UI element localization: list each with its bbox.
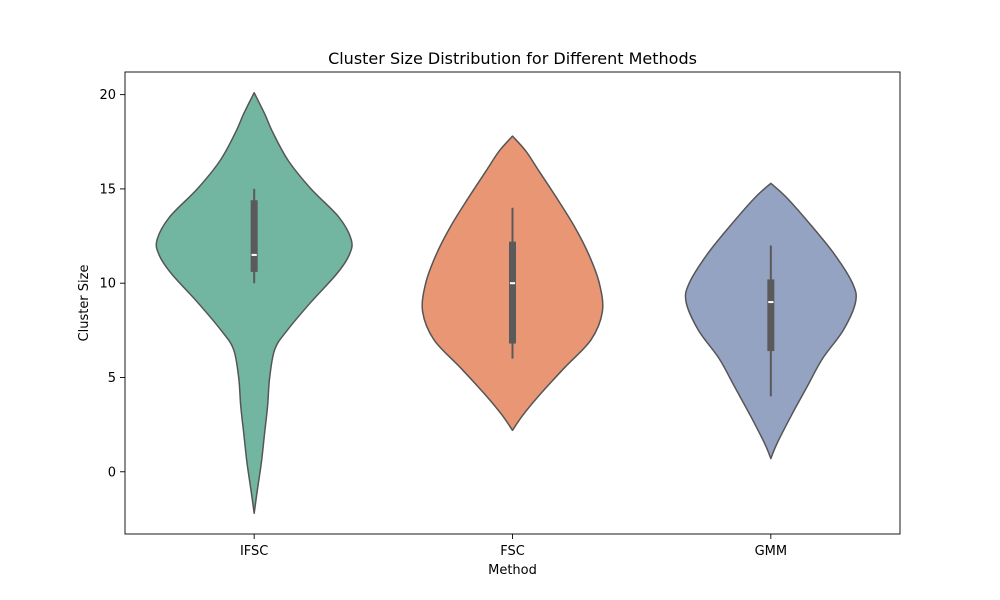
y-axis: 0 5 10 15 20 (99, 88, 125, 480)
y-tick-label: 20 (99, 88, 116, 103)
violin-body-ifsc (155, 91, 353, 515)
x-tick-label-fsc: FSC (500, 544, 525, 559)
iqr-box-fsc (509, 241, 516, 344)
x-axis: IFSC FSC GMM (240, 534, 787, 559)
y-tick-label: 0 (108, 465, 116, 480)
violins-layer (155, 91, 857, 515)
chart-title: Cluster Size Distribution for Different … (328, 49, 697, 68)
violin-ifsc (155, 91, 353, 515)
y-axis-title: Cluster Size (77, 265, 92, 342)
y-tick-label: 5 (108, 371, 116, 386)
violin-fsc (421, 135, 604, 432)
y-tick-label: 10 (99, 277, 116, 292)
y-tick-label: 15 (99, 182, 116, 197)
iqr-box-gmm (767, 279, 775, 352)
iqr-box-ifsc (250, 200, 258, 272)
x-tick-label-ifsc: IFSC (240, 544, 268, 559)
violin-gmm (684, 182, 857, 460)
x-tick-label-gmm: GMM (755, 544, 788, 559)
x-axis-title: Method (488, 563, 537, 578)
